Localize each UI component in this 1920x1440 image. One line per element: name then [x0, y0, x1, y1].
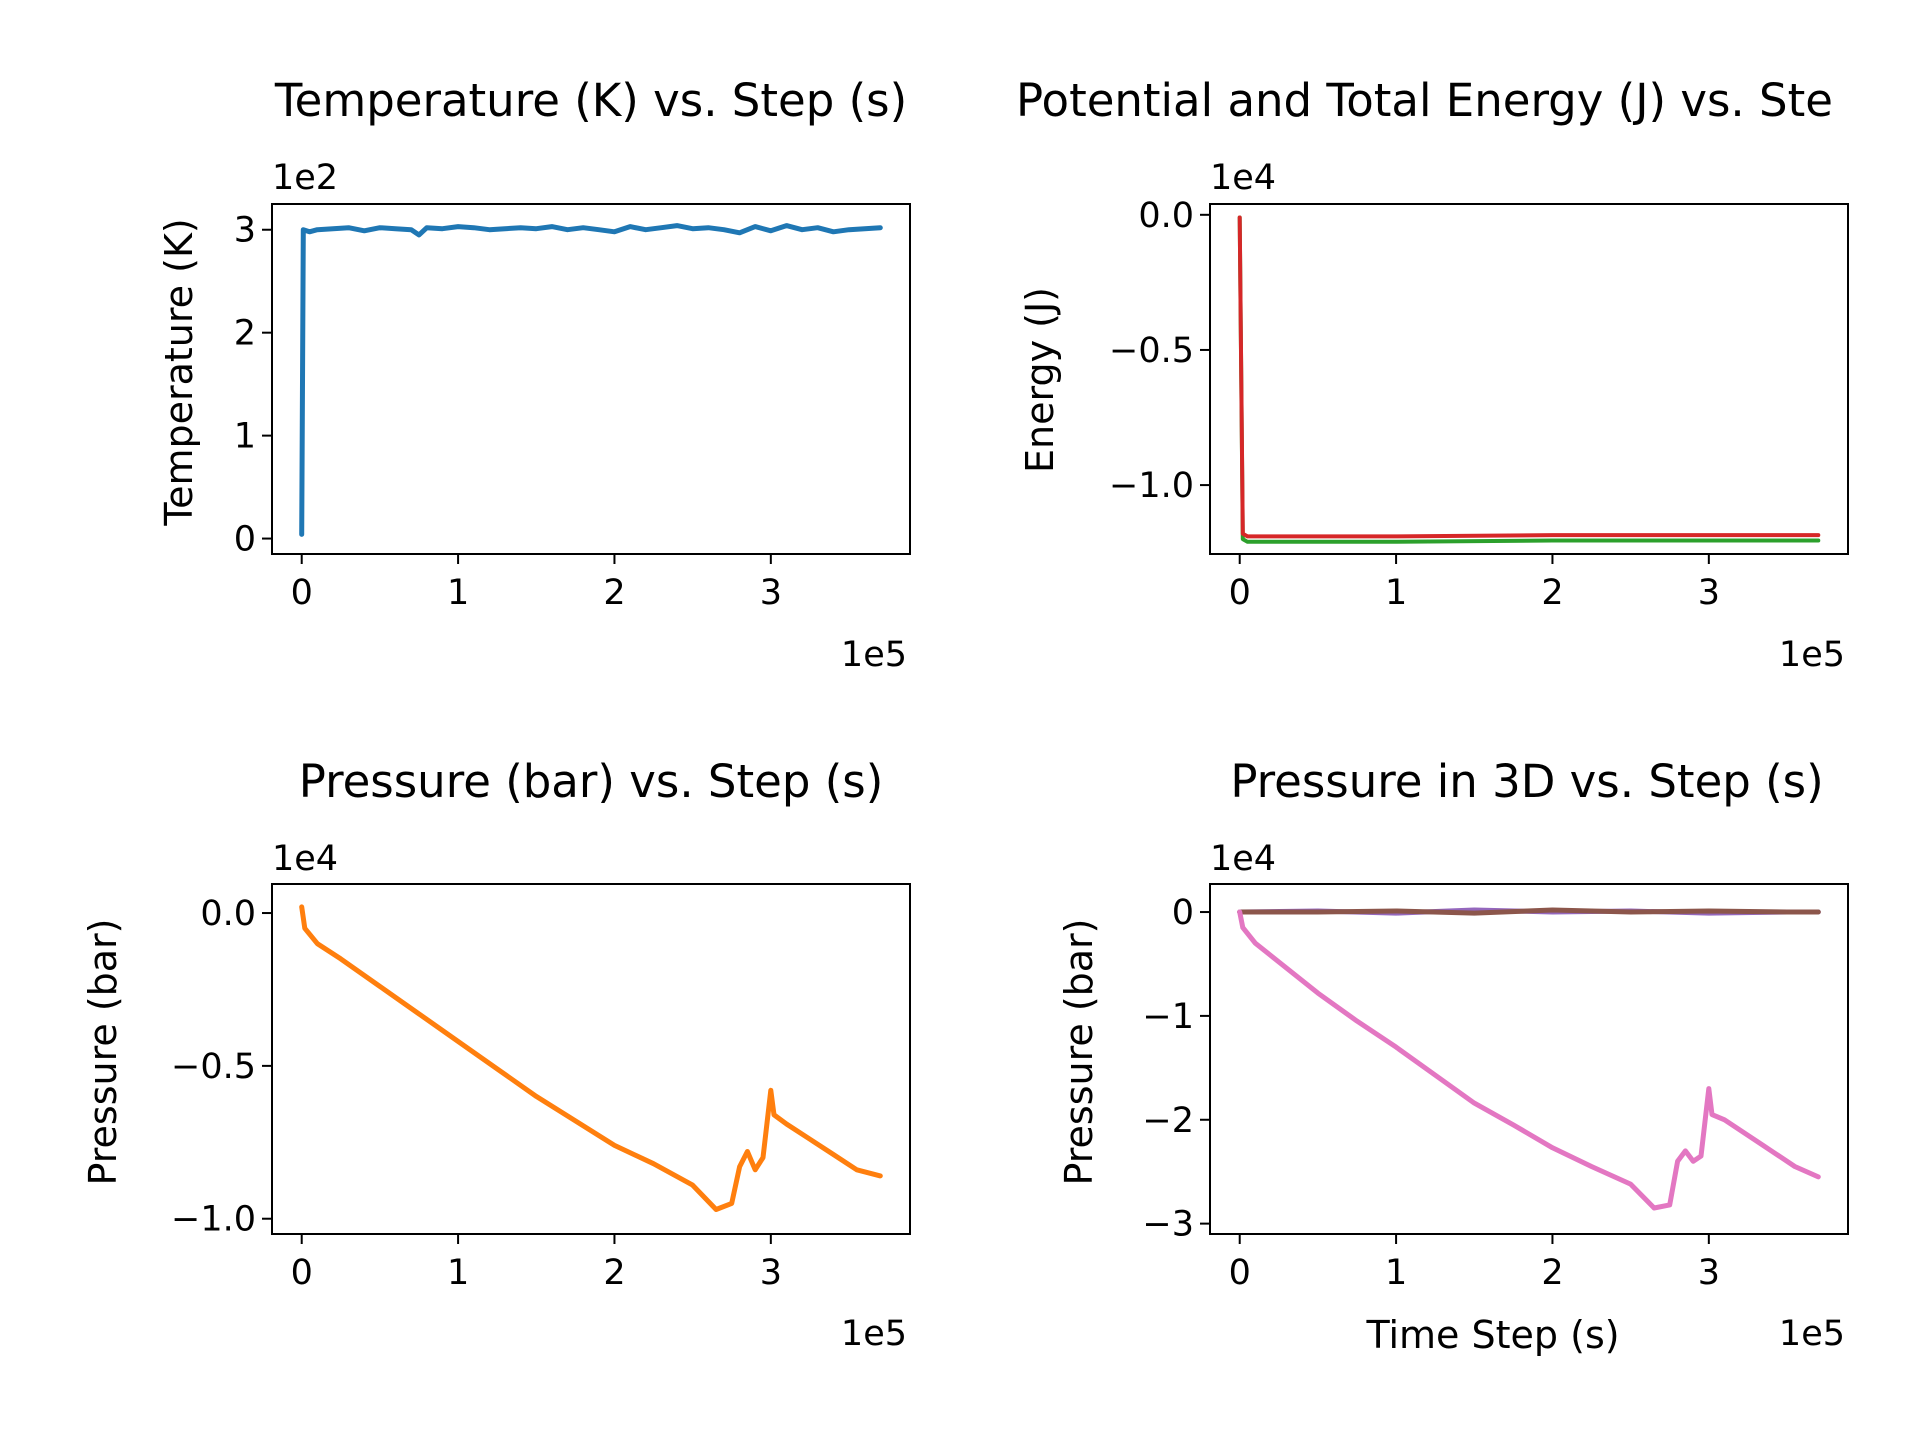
energy-x-tick-label: 3: [1698, 573, 1720, 613]
energy-series-line-2: [1237, 215, 1821, 539]
pressure3d-x-tick-label: 0: [1229, 1253, 1251, 1293]
temperature-x-tick-label: 3: [760, 573, 782, 613]
pressure3d-x-tick-label: 3: [1698, 1253, 1720, 1293]
temperature-x-tick-label: 0: [291, 573, 313, 613]
temperature-plot-area: 0 1 2 3 0 1 2 3: [234, 203, 911, 613]
energy-y-tick-label: −1.0: [1109, 466, 1194, 506]
temperature-x-tick-label: 2: [603, 573, 625, 613]
pressure-x-tick-label: 1: [447, 1253, 469, 1293]
pressure3d-x-axis-label: Time Step (s): [1365, 1313, 1619, 1357]
temperature-y-tick-label: 0: [234, 520, 256, 560]
pressure3d-y-axis-label: Pressure (bar): [1057, 918, 1101, 1185]
pressure3d-y-tick-label: −1: [1142, 997, 1194, 1037]
pressure3d-y-multiplier: 1e4: [1210, 839, 1276, 879]
energy-y-multiplier: 1e4: [1210, 158, 1276, 198]
pressure-x-tick-label: 3: [760, 1253, 782, 1293]
pressure-y-tick-label: −1.0: [171, 1200, 256, 1240]
temperature-y-tick-label: 1: [234, 417, 256, 457]
temperature-y-tick-label: 2: [234, 314, 256, 354]
temperature-axes-frame: [271, 203, 911, 555]
pressure3d-y-tick-label: −3: [1142, 1205, 1194, 1245]
pressure3d-x-tick-label: 2: [1541, 1253, 1563, 1293]
energy-panel: Potential and Total Energy (J) vs. Ste 1…: [1016, 74, 1849, 675]
pressure3d-plot-area: 0 1 2 3 0 −1 −2 −3: [1142, 883, 1849, 1293]
pressure-series-line-1: [299, 904, 883, 1212]
temperature-y-tick-label: 3: [234, 211, 256, 251]
temperature-y-axis-label: Temperature (K): [157, 218, 201, 526]
temperature-x-tick-label: 1: [447, 573, 469, 613]
pressure3d-y-tick-label: 0: [1172, 893, 1194, 933]
pressure-y-tick-label: −0.5: [171, 1047, 256, 1087]
pressure3d-x-multiplier: 1e5: [1779, 1314, 1845, 1354]
pressure3d-y-tick-label: −2: [1142, 1101, 1194, 1141]
pressure-panel: Pressure (bar) vs. Step (s) 1e4 1e5 Pres…: [81, 755, 911, 1354]
pressure3d-panel: Pressure in 3D vs. Step (s) 1e4 1e5 Time…: [1057, 755, 1849, 1357]
pressure-y-tick-label: 0.0: [200, 894, 256, 934]
temperature-panel: Temperature (K) vs. Step (s) 1e2 1e5 Tem…: [157, 74, 911, 675]
pressure-x-tick-label: 2: [603, 1253, 625, 1293]
pressure3d-series-line-2: [1237, 907, 1821, 916]
pressure-y-multiplier: 1e4: [272, 839, 338, 879]
pressure-x-tick-label: 0: [291, 1253, 313, 1293]
energy-x-tick-label: 2: [1541, 573, 1563, 613]
energy-x-tick-label: 1: [1385, 573, 1407, 613]
pressure3d-x-tick-label: 1: [1385, 1253, 1407, 1293]
energy-y-axis-label: Energy (J): [1018, 287, 1062, 473]
pressure-x-multiplier: 1e5: [841, 1314, 907, 1354]
pressure3d-title: Pressure in 3D vs. Step (s): [1230, 755, 1823, 808]
energy-x-tick-label: 0: [1229, 573, 1251, 613]
pressure3d-series-line-3: [1237, 909, 1821, 1211]
pressure-y-axis-label: Pressure (bar): [81, 918, 125, 1185]
pressure-plot-area: 0 1 2 3 0.0 −0.5 −1.0: [171, 883, 911, 1293]
temperature-y-multiplier: 1e2: [272, 158, 338, 198]
temperature-title: Temperature (K) vs. Step (s): [274, 74, 907, 127]
energy-y-tick-label: 0.0: [1138, 196, 1194, 236]
energy-y-tick-label: −0.5: [1109, 331, 1194, 371]
energy-axes-frame: [1209, 203, 1849, 555]
energy-title: Potential and Total Energy (J) vs. Ste: [1016, 74, 1833, 127]
temperature-series-line-1: [299, 223, 883, 537]
energy-x-multiplier: 1e5: [1779, 635, 1845, 675]
energy-plot-area: 0 1 2 3 0.0 −0.5 −1.0: [1109, 196, 1849, 613]
pressure-axes-frame: [271, 883, 911, 1235]
pressure-title: Pressure (bar) vs. Step (s): [299, 755, 884, 808]
temperature-x-multiplier: 1e5: [841, 635, 907, 675]
pressure3d-axes-frame: [1209, 883, 1849, 1235]
energy-series-line-1: [1237, 215, 1821, 544]
